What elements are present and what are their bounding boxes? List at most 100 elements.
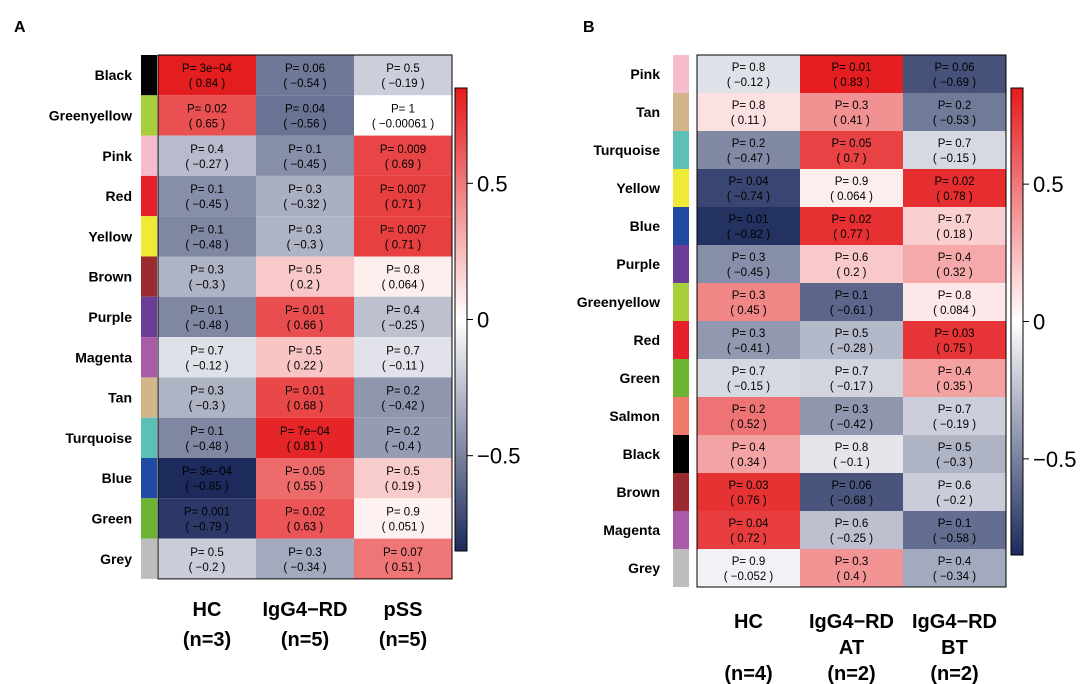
heatmap-cell <box>158 55 256 96</box>
cell-p-value: P= 0.4 <box>938 252 972 264</box>
module-color-swatch <box>673 435 689 473</box>
cell-correlation: ( 0.4 ) <box>836 571 866 583</box>
cell-p-value: P= 0.04 <box>285 103 326 115</box>
module-color-swatch <box>141 377 157 418</box>
cell-p-value: P= 0.02 <box>285 506 325 518</box>
cell-p-value: P= 0.009 <box>380 144 426 156</box>
cell-correlation: ( 0.19 ) <box>385 481 422 493</box>
heatmap-cell <box>903 359 1006 397</box>
heatmap-cell <box>256 256 354 297</box>
heatmap-cell <box>354 55 452 96</box>
cell-correlation: ( 0.2 ) <box>290 280 320 292</box>
module-color-swatch <box>673 321 689 359</box>
cell-p-value: P= 0.3 <box>190 265 224 277</box>
module-color-swatch <box>141 337 157 378</box>
module-color-swatch <box>673 169 689 207</box>
cell-p-value: P= 0.5 <box>386 466 420 478</box>
module-color-swatch <box>673 131 689 169</box>
cell-correlation: ( −0.74 ) <box>727 191 770 203</box>
heatmap-cell <box>697 283 800 321</box>
heatmap-cell <box>800 93 903 131</box>
heatmap-cell <box>158 377 256 418</box>
cell-p-value: P= 0.007 <box>380 224 426 236</box>
heatmap-cell <box>800 55 903 93</box>
heatmap-cell <box>903 283 1006 321</box>
heatmap-cell <box>903 207 1006 245</box>
row-label: Turquoise <box>593 142 660 158</box>
cell-correlation: ( −0.4 ) <box>385 441 422 453</box>
cell-correlation: ( −0.42 ) <box>830 419 873 431</box>
cell-correlation: ( 0.051 ) <box>382 521 425 533</box>
heatmap-cell <box>256 216 354 257</box>
cell-p-value: P= 0.1 <box>288 144 322 156</box>
cell-p-value: P= 0.7 <box>732 366 766 378</box>
cell-correlation: ( −0.12 ) <box>727 77 770 89</box>
cell-correlation: ( −0.3 ) <box>189 280 226 292</box>
cell-correlation: ( −0.48 ) <box>185 441 228 453</box>
cell-correlation: ( −0.53 ) <box>933 115 976 127</box>
cell-correlation: ( 0.69 ) <box>385 159 422 171</box>
heatmap-cell <box>256 296 354 338</box>
cell-p-value: P= 0.05 <box>285 466 325 478</box>
cell-p-value: P= 3e−04 <box>182 63 232 75</box>
module-color-swatch <box>673 93 689 131</box>
column-label: (n=2) <box>827 663 875 684</box>
cell-correlation: ( −0.48 ) <box>185 239 228 251</box>
heatmap-cell <box>800 131 903 169</box>
cell-p-value: P= 0.3 <box>288 184 322 196</box>
cell-correlation: ( −0.052 ) <box>724 571 774 583</box>
heatmap-cell <box>256 55 354 96</box>
heatmap-cell <box>800 359 903 397</box>
cell-correlation: ( −0.45 ) <box>283 159 326 171</box>
column-label: IgG4−RD <box>262 599 347 621</box>
row-label: Tan <box>636 104 660 120</box>
cell-correlation: ( −0.2 ) <box>936 495 973 507</box>
cell-correlation: ( −0.47 ) <box>727 153 770 165</box>
colorbar-tick-label: −0.5 <box>1033 447 1076 472</box>
row-label: Blue <box>630 218 661 234</box>
column-label: BT <box>941 637 968 659</box>
cell-p-value: P= 0.2 <box>732 404 766 416</box>
heatmap-border <box>696 54 1007 588</box>
heatmap-cell <box>903 131 1006 169</box>
cell-correlation: ( −0.79 ) <box>185 521 228 533</box>
heatmap-cell <box>354 135 452 176</box>
heatmap-cell <box>697 321 800 359</box>
module-color-swatch <box>673 549 689 587</box>
heatmap-cell <box>800 169 903 207</box>
heatmap-cell <box>903 511 1006 549</box>
cell-p-value: P= 0.8 <box>732 100 766 112</box>
heatmap-cell <box>158 538 256 579</box>
cell-correlation: ( −0.61 ) <box>830 305 873 317</box>
colorbar-tick-label: 0.5 <box>1033 172 1064 197</box>
colorbar <box>1010 87 1024 556</box>
cell-p-value: P= 0.7 <box>835 366 869 378</box>
cell-correlation: ( −0.54 ) <box>283 78 326 90</box>
cell-p-value: P= 0.3 <box>288 547 322 559</box>
cell-correlation: ( −0.25 ) <box>381 320 424 332</box>
cell-correlation: ( −0.11 ) <box>382 360 424 372</box>
row-label: Turquoise <box>65 430 132 446</box>
cell-correlation: ( 0.064 ) <box>830 191 873 203</box>
cell-correlation: ( 0.55 ) <box>287 481 324 493</box>
cell-p-value: P= 0.5 <box>835 328 869 340</box>
colorbar-tick-label: 0.5 <box>477 171 508 196</box>
heatmap-cell <box>697 131 800 169</box>
row-label: Tan <box>108 390 132 406</box>
cell-p-value: P= 0.1 <box>190 426 224 438</box>
module-color-swatch <box>141 256 157 297</box>
module-color-swatch <box>141 175 157 217</box>
cell-correlation: ( −0.1 ) <box>833 457 870 469</box>
cell-p-value: P= 0.2 <box>938 100 972 112</box>
heatmap-cell <box>256 377 354 418</box>
cell-p-value: P= 0.4 <box>938 556 972 568</box>
heatmap-cell <box>800 207 903 245</box>
cell-correlation: ( 0.084 ) <box>933 305 976 317</box>
heatmap-cell <box>354 296 452 338</box>
row-label: Blue <box>102 470 133 486</box>
cell-p-value: P= 0.7 <box>938 404 972 416</box>
cell-correlation: ( −0.28 ) <box>830 343 873 355</box>
cell-correlation: ( 0.83 ) <box>833 77 870 89</box>
heatmap-cell <box>800 435 903 473</box>
